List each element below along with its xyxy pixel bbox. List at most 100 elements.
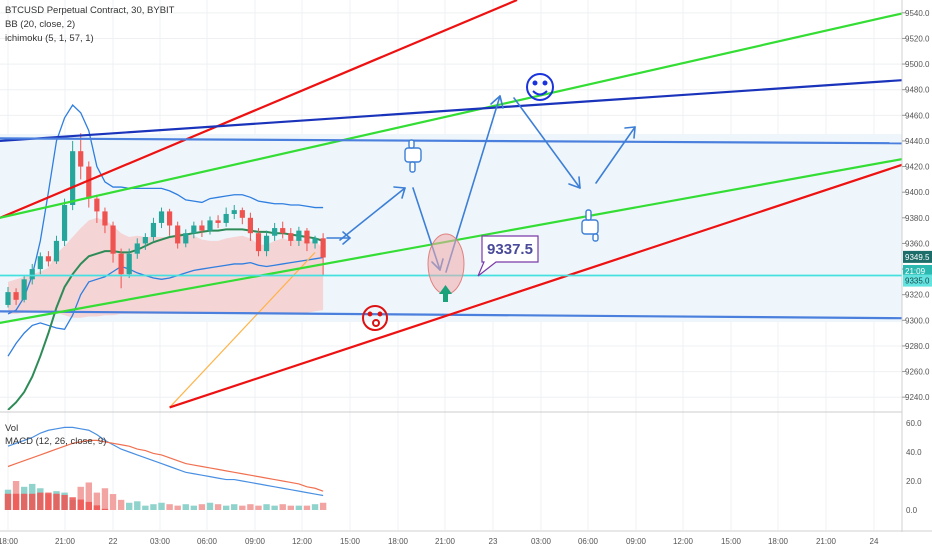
candle: [150, 217, 157, 241]
volume-bar: [247, 504, 254, 510]
candle: [167, 208, 173, 236]
indicator-bb[interactable]: BB (20, close, 2): [5, 19, 75, 30]
volume-bar: [93, 492, 101, 510]
macd-axis[interactable]: 60.0 40.0 20.0 0.0: [906, 419, 922, 515]
volume-bar: [198, 504, 206, 510]
trend-line-green-channel[interactable]: [0, 131, 932, 324]
price-tick-label: 9440.0: [905, 137, 930, 146]
time-tick-label: 21:00: [435, 537, 456, 546]
histogram-bar: [93, 505, 101, 510]
histogram-bar: [29, 493, 36, 510]
price-tick-label: 9280.0: [905, 342, 930, 351]
candle-body: [13, 292, 19, 300]
candle: [288, 228, 294, 246]
candle-body: [142, 237, 148, 244]
volume-bar: [263, 504, 270, 510]
trend-lines[interactable]: [0, 0, 932, 409]
volume-bar: [117, 499, 125, 510]
arrow-up-1[interactable]: [339, 187, 406, 241]
price-tick-label: 9540.0: [905, 9, 930, 18]
trend-line-red-channel[interactable]: [169, 137, 932, 409]
candle-body: [61, 205, 68, 241]
candle-body: [118, 253, 124, 275]
candle: [126, 248, 132, 279]
candle-body: [175, 225, 181, 244]
candle-body: [231, 210, 237, 214]
price-tick-label: 9460.0: [905, 111, 930, 120]
candle: [247, 212, 253, 241]
histogram-bar: [61, 494, 68, 510]
indicator-ichimoku[interactable]: ichimoku (5, 1, 57, 1): [5, 33, 94, 44]
trend-line-blue-upper[interactable]: [0, 137, 932, 145]
target-zone-ellipse[interactable]: [427, 233, 465, 295]
time-tick-label: 18:00: [0, 537, 19, 546]
volume-bar: [295, 505, 303, 510]
candle: [70, 140, 76, 211]
candle: [5, 287, 11, 308]
volume-bar: [158, 502, 165, 510]
arrow-up-3[interactable]: [595, 126, 636, 184]
price-label-text: 21:09: [905, 267, 926, 276]
price-tick-label: 9500.0: [905, 60, 930, 69]
volume-bar: [134, 501, 141, 510]
candle-body: [247, 217, 253, 234]
price-tick-label: 9300.0: [905, 316, 930, 325]
volume-bar: [279, 504, 286, 510]
target-callout[interactable]: 9337.5: [477, 235, 539, 277]
histogram-bar: [77, 499, 84, 510]
price-label-text: 9349.5: [905, 253, 930, 262]
price-tick-label: 9520.0: [905, 34, 930, 43]
candle: [37, 252, 43, 275]
volume-bars: [4, 481, 327, 510]
trend-line-red-outer[interactable]: [0, 0, 518, 219]
macd-tick-label: 20.0: [906, 477, 922, 486]
candle: [272, 222, 278, 241]
macd-label: MACD (12, 26, close, 9): [5, 436, 106, 447]
candle: [215, 215, 221, 229]
histogram-bar: [45, 492, 52, 510]
candle-body: [263, 235, 270, 252]
candle-body: [183, 233, 189, 244]
time-axis[interactable]: 18:00 21:00 22 03:00 06:00 09:00 12:00 15:00 18:…: [0, 537, 879, 546]
candle-body: [167, 211, 173, 226]
volume-bar: [222, 505, 230, 510]
volume-bar: [206, 502, 214, 510]
candle: [158, 207, 165, 229]
candle-body: [320, 238, 326, 258]
price-label-text: 9335.0: [905, 277, 930, 286]
time-tick-label: 21:00: [55, 537, 76, 546]
candle: [61, 198, 68, 246]
time-tick-label: 06:00: [578, 537, 599, 546]
bollinger-upper-band: [7, 104, 324, 315]
time-tick-label: 12:00: [673, 537, 694, 546]
trend-line-navy[interactable]: [0, 62, 932, 143]
candle-body: [272, 228, 278, 236]
pointing-up-hand-icon: [581, 209, 599, 242]
time-tick-label: 03:00: [150, 537, 171, 546]
candle-body: [94, 198, 100, 212]
candle: [312, 235, 318, 249]
candle: [280, 221, 286, 239]
candle-body: [223, 213, 229, 223]
candle: [183, 229, 189, 248]
price-tick-label: 9320.0: [905, 291, 930, 300]
ichimoku-orange-line: [169, 251, 316, 408]
price-tick-label: 9420.0: [905, 163, 930, 172]
candle-body: [21, 279, 27, 300]
price-label-tag: [903, 264, 932, 277]
candle-body: [312, 238, 318, 244]
time-tick-label: 15:00: [340, 537, 361, 546]
arrow-down-2[interactable]: [513, 97, 581, 189]
trend-line-blue-lower[interactable]: [0, 310, 932, 320]
time-tick-label: 18:00: [388, 537, 409, 546]
candle: [102, 207, 108, 234]
macd-histogram: [4, 492, 109, 510]
candle: [320, 233, 326, 276]
volume-bar: [101, 488, 109, 510]
symbol-title: BTCUSD Perpetual Contract, 30, BYBIT: [5, 5, 175, 16]
candle: [223, 207, 229, 227]
price-tick-label: 9480.0: [905, 86, 930, 95]
candle: [296, 226, 302, 246]
